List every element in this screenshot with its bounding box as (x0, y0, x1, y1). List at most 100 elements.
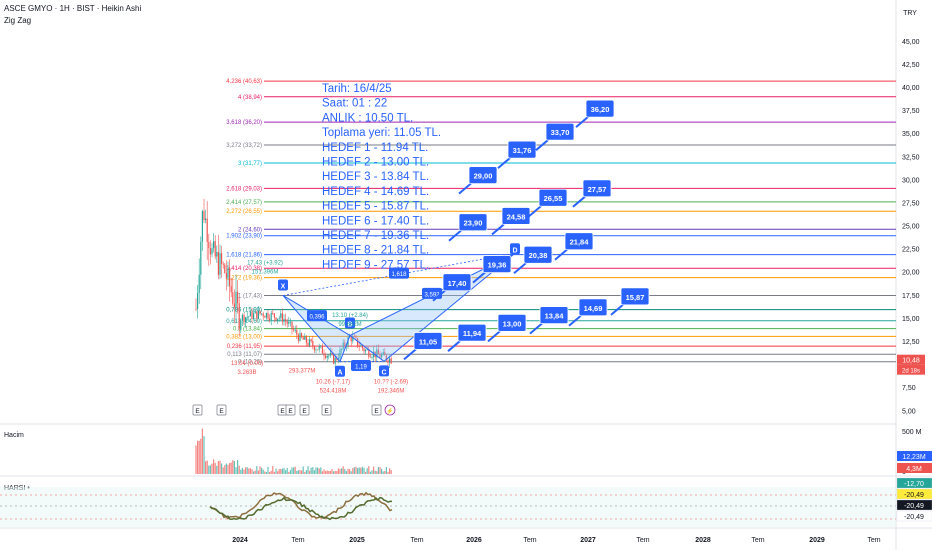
volume-bar (347, 468, 349, 474)
volume-bar (265, 471, 267, 474)
zigzag-volume-label: 192.346M (378, 389, 405, 395)
countdown-badge (897, 364, 925, 375)
volume-badge-label: 4,3M (906, 466, 922, 473)
volume-bar (360, 467, 362, 474)
time-tick-label: 2027 (580, 537, 596, 544)
zigzag-price-label: 13.10 (+2.84) (332, 313, 368, 319)
volume-bar (257, 470, 259, 474)
volume-bar (245, 467, 247, 474)
pattern-ratio-badge (351, 359, 371, 371)
target-label: 24,58 (507, 212, 526, 221)
fib-label: 1,618 (21,86) (226, 253, 262, 259)
volume-bar (203, 436, 205, 474)
pattern-ratio-badge (307, 310, 327, 322)
candle-body (259, 310, 261, 314)
candle-body (353, 336, 355, 338)
note-line: Tarih: 16/4/25 (322, 83, 392, 95)
fib-label: 0,5 (13,84) (233, 327, 262, 333)
candle-body (293, 329, 295, 331)
candle-body (304, 336, 306, 340)
time-tick-label: Tem (867, 537, 880, 544)
candle-body (278, 317, 280, 319)
fib-label: 1 (17,43) (238, 293, 262, 299)
target-label: 29,00 (474, 172, 493, 181)
candle-body (345, 345, 347, 347)
volume-bar (329, 470, 331, 474)
volume-badge (897, 463, 932, 473)
volume-bar (384, 471, 386, 474)
volume-bar (272, 466, 274, 474)
indicator-label[interactable]: Zig Zag (4, 16, 32, 25)
volume-bar (331, 469, 333, 474)
volume-bar (222, 467, 224, 474)
target-badge (413, 332, 443, 350)
target-badge (585, 99, 615, 118)
pattern-ratio-label: 1,19 (355, 364, 367, 370)
volume-bar (230, 462, 232, 474)
candle-body (222, 263, 224, 265)
volume-bar (366, 468, 368, 474)
candle-body (309, 339, 311, 346)
volume-bar (235, 467, 237, 474)
pattern-ratio-label: 1,618 (391, 272, 407, 278)
candle-body (206, 218, 208, 242)
volume-bar (232, 460, 234, 474)
volume-bar (254, 470, 256, 474)
target-label: 33,70 (551, 128, 570, 137)
volume-bar (307, 466, 309, 474)
volume-bar (299, 469, 301, 474)
harsi-badge (896, 488, 932, 500)
fib-label: 0,786 (15,90) (226, 308, 262, 314)
candle-body (371, 356, 373, 358)
volume-badge-label: 12,23M (902, 454, 926, 461)
candle-body (373, 351, 375, 357)
harsi-badge (896, 499, 932, 511)
volume-bar (225, 463, 227, 474)
price-tick-label: 25,00 (902, 224, 920, 231)
candle-body (390, 358, 392, 364)
target-pointer (554, 247, 569, 261)
candle-body (329, 352, 331, 356)
candle-body (221, 253, 223, 264)
volume-bar (377, 466, 379, 474)
target-pointer (529, 321, 544, 335)
fib-label: 0,382 (13,00) (226, 334, 262, 340)
chart-title[interactable]: ASCE GMYO · 1H · BIST · Heikin Ashi (4, 4, 142, 13)
pattern-point-badge (335, 365, 345, 377)
volume-bar (198, 440, 200, 474)
volume-bar (267, 466, 269, 474)
countdown-label: 2d 18s (902, 369, 920, 375)
harsi-badge (896, 477, 932, 489)
volume-bar (248, 468, 250, 474)
target-pointer (487, 329, 502, 343)
target-label: 14,69 (584, 304, 603, 313)
price-tick-label: 7,50 (902, 385, 916, 392)
candle-body (336, 357, 338, 360)
volume-bar (285, 470, 287, 474)
lightning-icon (384, 404, 396, 416)
candle-body (203, 211, 205, 221)
pattern-point-label: B (347, 321, 352, 328)
candle-body (245, 317, 247, 323)
volume-bar (216, 465, 218, 474)
volume-bar (286, 468, 288, 474)
target-badge (545, 122, 575, 141)
candle-body (217, 252, 219, 275)
candle-body (318, 346, 320, 350)
volume-bar (259, 466, 261, 474)
volume-bar (294, 466, 296, 474)
event-marker (192, 404, 203, 416)
candle-body (361, 345, 363, 349)
candle-body (377, 349, 379, 355)
volume-bar (385, 467, 387, 474)
volume-bar (376, 471, 378, 474)
note-line: ANLIK : 10.50 TL. (322, 112, 413, 124)
volume-bar (326, 470, 328, 474)
volume-bar (224, 465, 226, 474)
volume-bar (371, 470, 373, 474)
fib-label: 2,414 (27,57) (226, 200, 262, 206)
time-tick-label: 2025 (349, 537, 365, 544)
candle-body (334, 357, 336, 364)
candle-body (265, 313, 267, 318)
